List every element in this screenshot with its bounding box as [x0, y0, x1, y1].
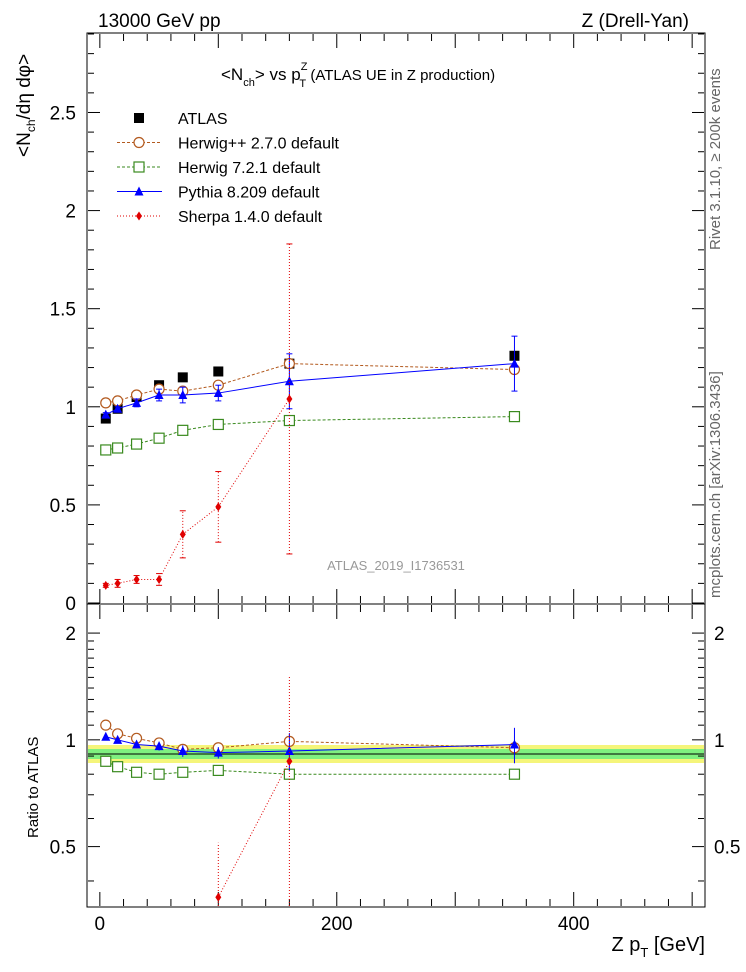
ratio-y-tick-label: 0.5 — [50, 838, 76, 859]
ratio-point-herwigpp — [100, 719, 112, 731]
main-series-group — [100, 243, 521, 590]
main-y-tick-label: 1 — [65, 398, 76, 419]
main-y-ticks: 0 0.5 1 1.5 2 2.5 — [50, 33, 704, 615]
plot-title: <Nch> vs pZ T (ATLAS UE in Z production) — [221, 61, 495, 90]
ratio-point-pythia — [101, 731, 111, 741]
ratio-point-sherpa — [215, 892, 222, 902]
point-herwig7 — [508, 411, 521, 423]
ratio-line-pythia — [105, 736, 515, 754]
point-atlas — [177, 372, 188, 383]
x-ticks: 0 200 400 — [95, 34, 693, 935]
main-y-axis-label: <Nch/dη dφ> — [14, 54, 38, 157]
ratio-series-group — [100, 675, 521, 906]
x-axis-label: Z pT [GeV] — [611, 934, 705, 960]
ratio-point-herwig7 — [508, 768, 521, 780]
ratio-y-tick-label-right: 1 — [714, 731, 725, 752]
ratio-point-pythia — [284, 746, 294, 756]
header-left: 13000 GeV pp — [98, 11, 221, 32]
ratio-point-pythia — [154, 741, 164, 751]
x-tick-label: 200 — [321, 914, 353, 935]
ratio-point-herwig7 — [100, 755, 112, 767]
main-y-tick-label: 0.5 — [50, 496, 76, 517]
point-pythia — [113, 403, 123, 413]
point-sherpa — [133, 574, 140, 584]
ratio-y-tick-label-right: 2 — [714, 624, 725, 645]
legend-label-atlas: ATLAS — [178, 111, 228, 128]
point-herwig7 — [130, 438, 143, 450]
main-y-tick-label: 1.5 — [50, 300, 76, 321]
point-sherpa — [102, 580, 109, 590]
point-pythia — [284, 376, 294, 386]
point-pythia — [101, 409, 111, 419]
ratio-frame — [86, 603, 706, 908]
legend-label-herwigpp: Herwig++ 2.7.0 default — [178, 136, 340, 153]
point-pythia — [213, 388, 223, 398]
point-sherpa — [114, 578, 121, 588]
point-sherpa — [156, 574, 163, 584]
ratio-point-herwig7 — [153, 768, 165, 780]
x-tick-label: 400 — [558, 914, 590, 935]
series-line-herwig7 — [105, 416, 515, 451]
series-line-sherpa — [105, 398, 290, 586]
ratio-y-tick-label-right: 0.5 — [714, 838, 740, 859]
legend-marker-herwig7 — [133, 161, 145, 173]
ratio-line-herwig7 — [105, 760, 515, 775]
point-sherpa — [179, 529, 186, 539]
ratio-point-pythia — [213, 747, 223, 757]
legend-marker-herwigpp — [133, 136, 145, 149]
point-sherpa — [215, 502, 222, 512]
ratio-point-herwig7 — [112, 761, 124, 773]
ratio-line-sherpa — [217, 761, 290, 898]
ratio-point-pythia — [178, 746, 188, 756]
ratio-point-herwig7 — [212, 764, 224, 777]
ratio-point-pythia — [132, 739, 142, 749]
ratio-point-pythia — [509, 739, 519, 749]
point-sherpa — [286, 394, 293, 404]
point-herwigpp — [100, 397, 112, 409]
point-herwig7 — [212, 418, 224, 431]
watermark: ATLAS_2019_I1736531 — [327, 558, 465, 573]
legend: ATLAS Herwig++ 2.7.0 default Herwig 7.2.1 … — [117, 111, 340, 226]
ratio-y-tick-label: 1 — [65, 731, 76, 752]
point-herwig7 — [153, 432, 165, 444]
ratio-y-ticks: 0.5 0.5 1 1 2 2 — [50, 624, 740, 882]
ratio-point-pythia — [113, 734, 123, 744]
ratio-point-sherpa — [286, 756, 293, 766]
main-y-tick-label: 0 — [65, 594, 76, 615]
legend-label-pythia: Pythia 8.209 default — [178, 185, 320, 202]
legend-label-herwig7: Herwig 7.2.1 default — [178, 160, 321, 177]
series-line-herwigpp — [105, 363, 515, 404]
legend-marker-pythia — [134, 186, 144, 196]
point-herwig7 — [177, 424, 189, 436]
legend-marker-atlas — [134, 113, 144, 123]
x-tick-label: 0 — [95, 914, 106, 935]
ratio-y-tick-label: 2 — [65, 624, 76, 645]
ratio-point-herwig7 — [177, 766, 189, 778]
main-y-tick-label: 2.5 — [50, 103, 76, 124]
ratio-point-herwig7 — [130, 766, 143, 778]
main-y-tick-label: 2 — [65, 202, 76, 223]
legend-label-sherpa: Sherpa 1.4.0 default — [178, 209, 323, 226]
point-pythia — [178, 390, 188, 400]
header-right: Z (Drell-Yan) — [582, 11, 689, 32]
series-line-pythia — [105, 363, 515, 416]
ratio-y-axis-label: Ratio to ATLAS — [25, 737, 42, 838]
point-herwig7 — [112, 442, 124, 454]
mcplots-label: mcplots.cern.ch [arXiv:1306.3436] — [707, 371, 724, 598]
point-pythia — [509, 358, 519, 368]
legend-marker-sherpa — [136, 211, 142, 221]
rivet-label: Rivet 3.1.10, ≥ 200k events — [707, 68, 724, 250]
point-herwig7 — [100, 444, 112, 456]
point-atlas — [213, 366, 224, 377]
point-pythia — [132, 397, 142, 407]
point-pythia — [154, 390, 164, 400]
